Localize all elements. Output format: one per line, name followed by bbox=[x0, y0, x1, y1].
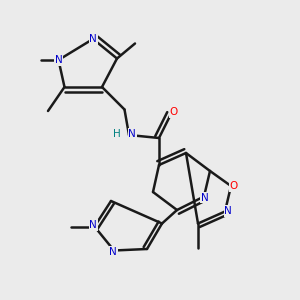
Text: O: O bbox=[230, 181, 238, 191]
Text: N: N bbox=[201, 193, 209, 203]
Text: N: N bbox=[109, 247, 117, 257]
Text: O: O bbox=[169, 107, 178, 117]
Text: N: N bbox=[224, 206, 232, 216]
Text: N: N bbox=[89, 34, 97, 44]
Text: N: N bbox=[89, 220, 97, 230]
Text: N: N bbox=[128, 129, 136, 139]
Text: N: N bbox=[55, 55, 62, 65]
Text: H: H bbox=[112, 129, 120, 139]
